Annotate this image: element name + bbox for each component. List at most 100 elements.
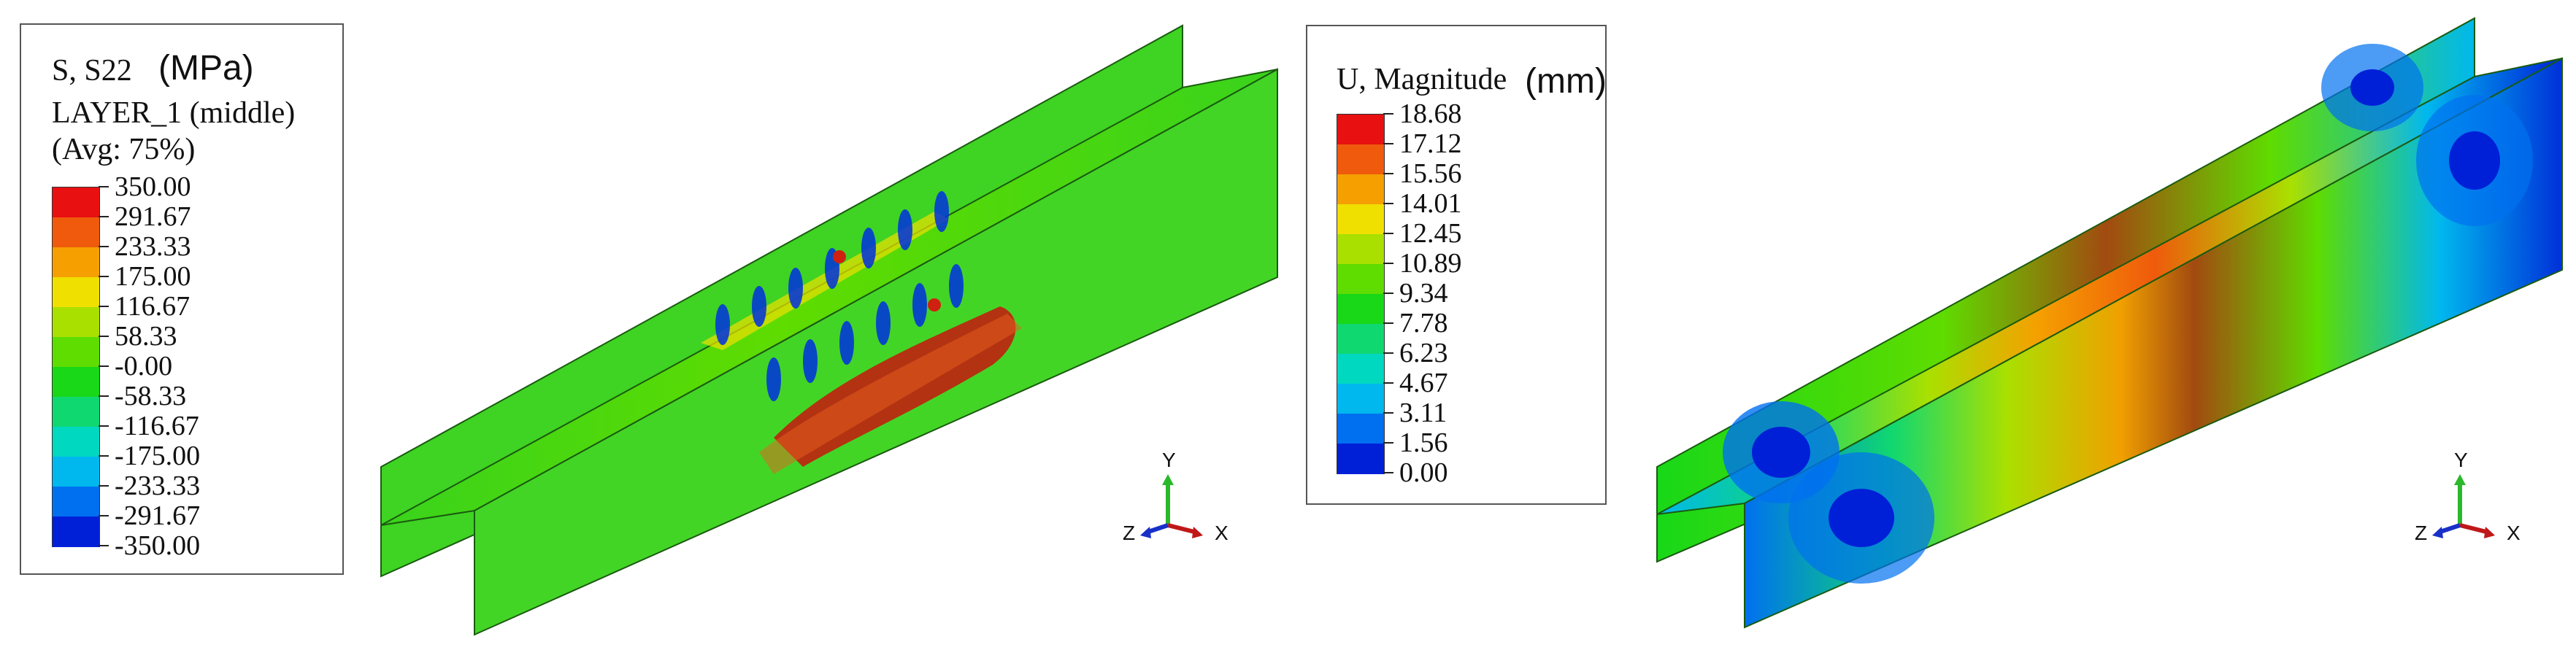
- stress-legend-tick-label: 175.00: [115, 261, 191, 292]
- end-support-zones: [1723, 44, 2533, 584]
- front-flange: [474, 68, 1278, 636]
- stress-legend-color-swatch: [53, 516, 99, 547]
- displacement-legend-tick-label: 1.56: [1399, 427, 1448, 458]
- displacement-legend-tick-mark: [1383, 233, 1393, 234]
- stress-legend-tick-mark: [99, 545, 109, 546]
- displacement-legend-variable: U, Magnitude: [1337, 63, 1507, 96]
- stress-legend-tick-label: -291.67: [115, 500, 201, 531]
- z-axis-label: Z: [1123, 522, 1135, 544]
- displacement-legend-tick-label: 14.01: [1399, 188, 1462, 219]
- displacement-legend-tick-label: 9.34: [1399, 278, 1448, 309]
- stress-legend-tick-label: -58.33: [115, 381, 187, 411]
- stress-legend-tick-label: 350.00: [115, 171, 191, 202]
- x-axis-label: X: [1215, 522, 1229, 544]
- stress-legend-tick-label: -350.00: [115, 530, 201, 561]
- z-axis-label: Z: [2415, 522, 2427, 544]
- displacement-legend-tick-mark: [1383, 293, 1393, 294]
- x-axis-arrow: [2459, 523, 2490, 535]
- displacement-legend-tick-mark: [1383, 263, 1393, 264]
- right-axis-triad: Y X Z: [2415, 449, 2521, 544]
- displacement-legend-tick-mark: [1383, 442, 1393, 444]
- stress-legend-tick-mark: [99, 276, 109, 277]
- stress-legend-tick-label: -116.67: [115, 411, 199, 441]
- stress-legend: S, S22 (MPa) LAYER_1 (middle) (Avg: 75%)…: [20, 23, 344, 575]
- stress-legend-color-swatch: [53, 217, 99, 248]
- displacement-legend-color-swatch: [1337, 174, 1384, 205]
- stress-legend-tick-mark: [99, 306, 109, 307]
- displacement-legend-tick-mark: [1383, 113, 1393, 115]
- displacement-legend-tick-label: 4.67: [1399, 368, 1448, 398]
- stress-legend-tick-mark: [99, 485, 109, 487]
- left-axis-triad: Y X Z: [1123, 449, 1229, 544]
- displacement-legend-tick-mark: [1383, 412, 1393, 414]
- displacement-legend-color-swatch: [1337, 144, 1384, 175]
- displacement-legend-tick-label: 12.45: [1399, 218, 1462, 249]
- front-flange-buckles: [766, 264, 964, 401]
- displacement-legend-tick-label: 17.12: [1399, 128, 1462, 159]
- stress-legend-tick-label: 233.33: [115, 231, 191, 262]
- displacement-legend-tick-mark: [1383, 203, 1393, 204]
- stress-legend-color-swatch: [53, 457, 99, 487]
- stress-beam-model: [380, 24, 1278, 636]
- x-axis-arrow: [1167, 523, 1198, 535]
- displacement-legend-tick-mark: [1383, 322, 1393, 324]
- displacement-legend-tick-mark: [1383, 173, 1393, 174]
- displacement-color-bar: [1337, 114, 1385, 474]
- displacement-legend-tick-mark: [1383, 143, 1393, 144]
- displacement-legend-color-swatch: [1337, 444, 1384, 474]
- stress-legend-color-swatch: [53, 277, 99, 308]
- displacement-legend-tick-label: 15.56: [1399, 158, 1462, 189]
- stress-legend-tick-label: 116.67: [115, 291, 191, 322]
- displacement-legend: U, Magnitude (mm) 18.68 17.12 15.56 14.01 12…: [1306, 25, 1607, 505]
- y-axis-label: Y: [1162, 449, 1176, 471]
- displacement-legend-tick-mark: [1383, 472, 1393, 473]
- displacement-legend-tick-label: 3.11: [1399, 398, 1447, 428]
- front-flange: [1744, 57, 2563, 629]
- stress-legend-unit: (MPa): [158, 49, 254, 88]
- displacement-legend-color-swatch: [1337, 294, 1384, 325]
- stress-legend-color-swatch: [53, 487, 99, 517]
- stress-legend-layer: LAYER_1 (middle): [52, 96, 296, 130]
- stress-legend-tick-label: 58.33: [115, 321, 177, 352]
- displacement-legend-unit: (mm): [1525, 62, 1607, 101]
- stress-legend-color-swatch: [53, 307, 99, 338]
- displacement-legend-tick-label: 10.89: [1399, 248, 1462, 279]
- displacement-legend-tick-label: 0.00: [1399, 457, 1448, 488]
- stress-legend-tick-mark: [99, 186, 109, 187]
- stress-legend-tick-mark: [99, 246, 109, 247]
- displacement-legend-color-swatch: [1337, 324, 1384, 355]
- stress-legend-tick-mark: [99, 395, 109, 397]
- displacement-legend-color-swatch: [1337, 414, 1384, 444]
- displacement-legend-color-swatch: [1337, 115, 1384, 145]
- stress-legend-tick-mark: [99, 455, 109, 457]
- stress-legend-color-swatch: [53, 367, 99, 398]
- stress-legend-tick-mark: [99, 365, 109, 367]
- stress-legend-color-swatch: [53, 187, 99, 218]
- stress-legend-color-swatch: [53, 337, 99, 368]
- stress-legend-tick-label: 291.67: [115, 201, 191, 232]
- displacement-legend-color-swatch: [1337, 264, 1384, 295]
- stress-legend-tick-mark: [99, 216, 109, 217]
- stress-legend-tick-label: -0.00: [115, 351, 173, 382]
- stress-legend-tick-label: -175.00: [115, 441, 201, 471]
- stress-legend-averaging: (Avg: 75%): [52, 133, 196, 166]
- stress-legend-color-swatch: [53, 397, 99, 427]
- displacement-legend-tick-mark: [1383, 382, 1393, 384]
- displacement-legend-tick-label: 6.23: [1399, 338, 1448, 368]
- stress-legend-color-swatch: [53, 427, 99, 457]
- displacement-legend-color-swatch: [1337, 204, 1384, 235]
- displacement-legend-color-swatch: [1337, 384, 1384, 414]
- stress-legend-tick-mark: [99, 336, 109, 337]
- displacement-beam-model: [1656, 17, 2563, 629]
- stress-legend-color-swatch: [53, 247, 99, 278]
- y-axis-label: Y: [2454, 449, 2468, 471]
- x-axis-label: X: [2507, 522, 2521, 544]
- displacement-legend-tick-mark: [1383, 352, 1393, 354]
- stress-legend-variable: S, S22: [52, 54, 132, 88]
- displacement-legend-color-swatch: [1337, 234, 1384, 265]
- displacement-legend-color-swatch: [1337, 354, 1384, 384]
- back-flange-buckles: [715, 191, 949, 345]
- displacement-legend-tick-label: 7.78: [1399, 308, 1448, 338]
- stress-legend-tick-label: -233.33: [115, 471, 201, 501]
- displacement-legend-tick-label: 18.68: [1399, 98, 1462, 129]
